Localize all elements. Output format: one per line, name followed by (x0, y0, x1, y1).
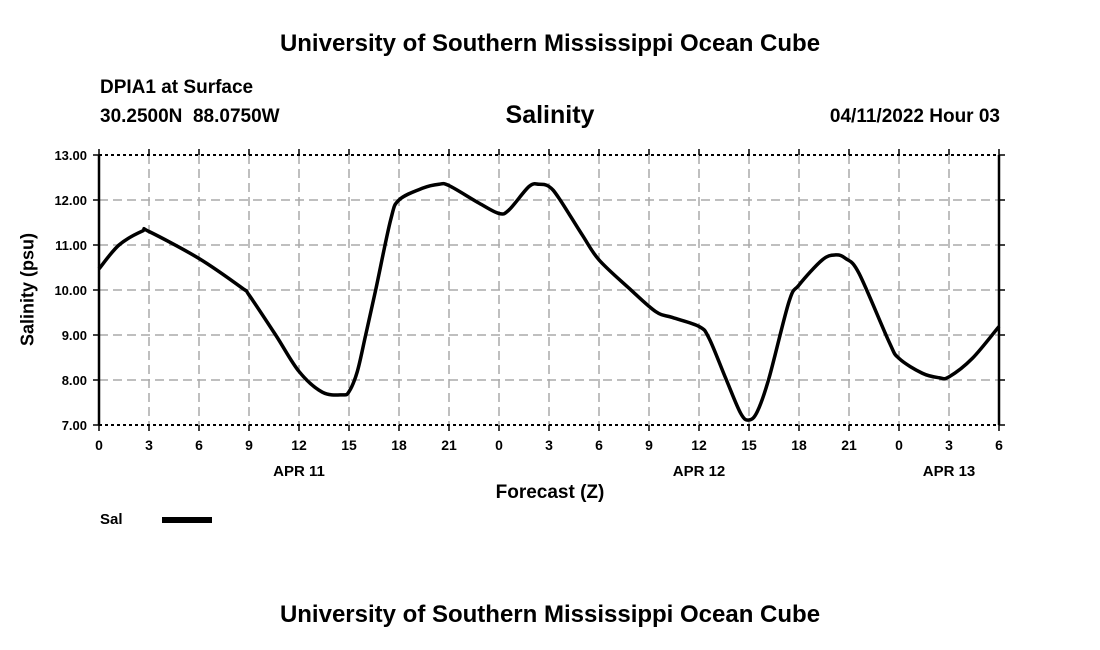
x-tick-label: 12 (291, 437, 307, 453)
x-tick-label: 21 (441, 437, 457, 453)
x-tick-label: 15 (341, 437, 357, 453)
x-tick-label: 9 (245, 437, 253, 453)
x-tick-label: 3 (945, 437, 953, 453)
x-tick-label: 0 (895, 437, 903, 453)
series-line-sal (97, 181, 1001, 422)
x-tick-label: 9 (645, 437, 653, 453)
forecast-datetime: 04/11/2022 Hour 03 (829, 106, 1000, 127)
date-label: APR 12 (673, 463, 726, 480)
legend-label-sal: Sal (100, 511, 123, 528)
date-label: APR 11 (273, 463, 325, 480)
x-tick-label: 15 (741, 437, 757, 453)
x-tick-label: 3 (545, 437, 553, 453)
y-tick-label: 8.00 (62, 373, 87, 388)
x-tick-label: 0 (95, 437, 103, 453)
footer-title: University of Southern Mississippi Ocean… (279, 601, 821, 628)
legend-swatch-sal (162, 517, 212, 523)
x-tick-label: 6 (595, 437, 603, 453)
main-title: University of Southern Mississippi Ocean… (279, 30, 821, 57)
x-tick-label: 6 (995, 437, 1003, 453)
date-label: APR 13 (923, 463, 976, 480)
x-axis-label: Forecast (Z) (495, 482, 605, 503)
y-tick-label: 12.00 (54, 193, 87, 208)
coordinates-label: 30.2500N 88.0750W (100, 106, 280, 127)
x-tick-label: 6 (195, 437, 203, 453)
x-tick-label: 12 (691, 437, 707, 453)
x-tick-label: 18 (791, 437, 807, 453)
x-tick-label: 21 (841, 437, 857, 453)
x-tick-label: 0 (495, 437, 503, 453)
y-tick-label: 7.00 (62, 418, 87, 433)
y-tick-label: 9.00 (62, 328, 87, 343)
y-tick-label: 11.00 (55, 238, 87, 253)
y-tick-label: 13.00 (54, 148, 87, 163)
y-tick-label: 10.00 (54, 283, 87, 298)
x-tick-label: 3 (145, 437, 153, 453)
x-tick-label: 18 (391, 437, 407, 453)
station-label: DPIA1 at Surface (100, 77, 254, 98)
chart-title: Salinity (505, 101, 595, 129)
